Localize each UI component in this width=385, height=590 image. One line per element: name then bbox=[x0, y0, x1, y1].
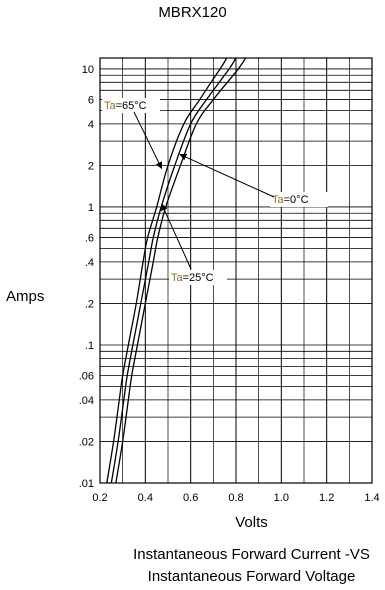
x-axis-label: Volts bbox=[235, 514, 268, 531]
annotation-label: Ta=0°C bbox=[272, 194, 309, 206]
y-tick-label: 4 bbox=[88, 119, 94, 131]
series-line-3 bbox=[115, 58, 247, 483]
y-tick-label: .2 bbox=[85, 298, 94, 310]
y-tick-label: .06 bbox=[79, 371, 94, 383]
annotation-bg bbox=[169, 270, 227, 285]
annotation-bg bbox=[102, 98, 160, 113]
curves-group bbox=[106, 58, 247, 483]
y-tick-label: 2 bbox=[88, 160, 94, 172]
y-tick-label: .6 bbox=[85, 233, 94, 245]
annotation-label: Ta=25°C bbox=[171, 272, 214, 284]
x-tick-label: 0.8 bbox=[228, 492, 243, 504]
x-tick-label: 1.4 bbox=[364, 492, 379, 504]
x-tick-label: 0.6 bbox=[183, 492, 198, 504]
y-tick-label: .4 bbox=[85, 257, 94, 269]
y-tick-label: 10 bbox=[82, 64, 94, 76]
y-axis-label: Amps bbox=[6, 288, 45, 305]
series-line-2 bbox=[110, 58, 237, 483]
annotation-arrow bbox=[133, 111, 163, 170]
x-tick-label: 1.0 bbox=[274, 492, 289, 504]
x-tick-label: 1.2 bbox=[319, 492, 334, 504]
y-tick-label: .04 bbox=[79, 395, 94, 407]
y-tick-label: .01 bbox=[79, 478, 94, 490]
annotation-bg bbox=[270, 192, 328, 207]
y-tick-label: .1 bbox=[85, 340, 94, 352]
caption-line-1: Instantaneous Forward Current -VS bbox=[133, 546, 370, 563]
annotation-arrow bbox=[179, 153, 275, 198]
y-tick-label: .02 bbox=[79, 436, 94, 448]
annotation-arrow bbox=[161, 203, 192, 270]
y-tick-label: 1 bbox=[88, 202, 94, 214]
annotation-label: Ta=65°C bbox=[104, 100, 147, 112]
chart-caption: Instantaneous Forward Current -VS Instan… bbox=[0, 544, 385, 588]
caption-line-2: Instantaneous Forward Voltage bbox=[147, 568, 356, 585]
series-line-1 bbox=[106, 58, 228, 483]
x-tick-label: 0.4 bbox=[138, 492, 153, 504]
y-tick-label: 6 bbox=[88, 95, 94, 107]
chart-title: MBRX120 bbox=[158, 4, 227, 21]
x-tick-label: 0.2 bbox=[92, 492, 107, 504]
